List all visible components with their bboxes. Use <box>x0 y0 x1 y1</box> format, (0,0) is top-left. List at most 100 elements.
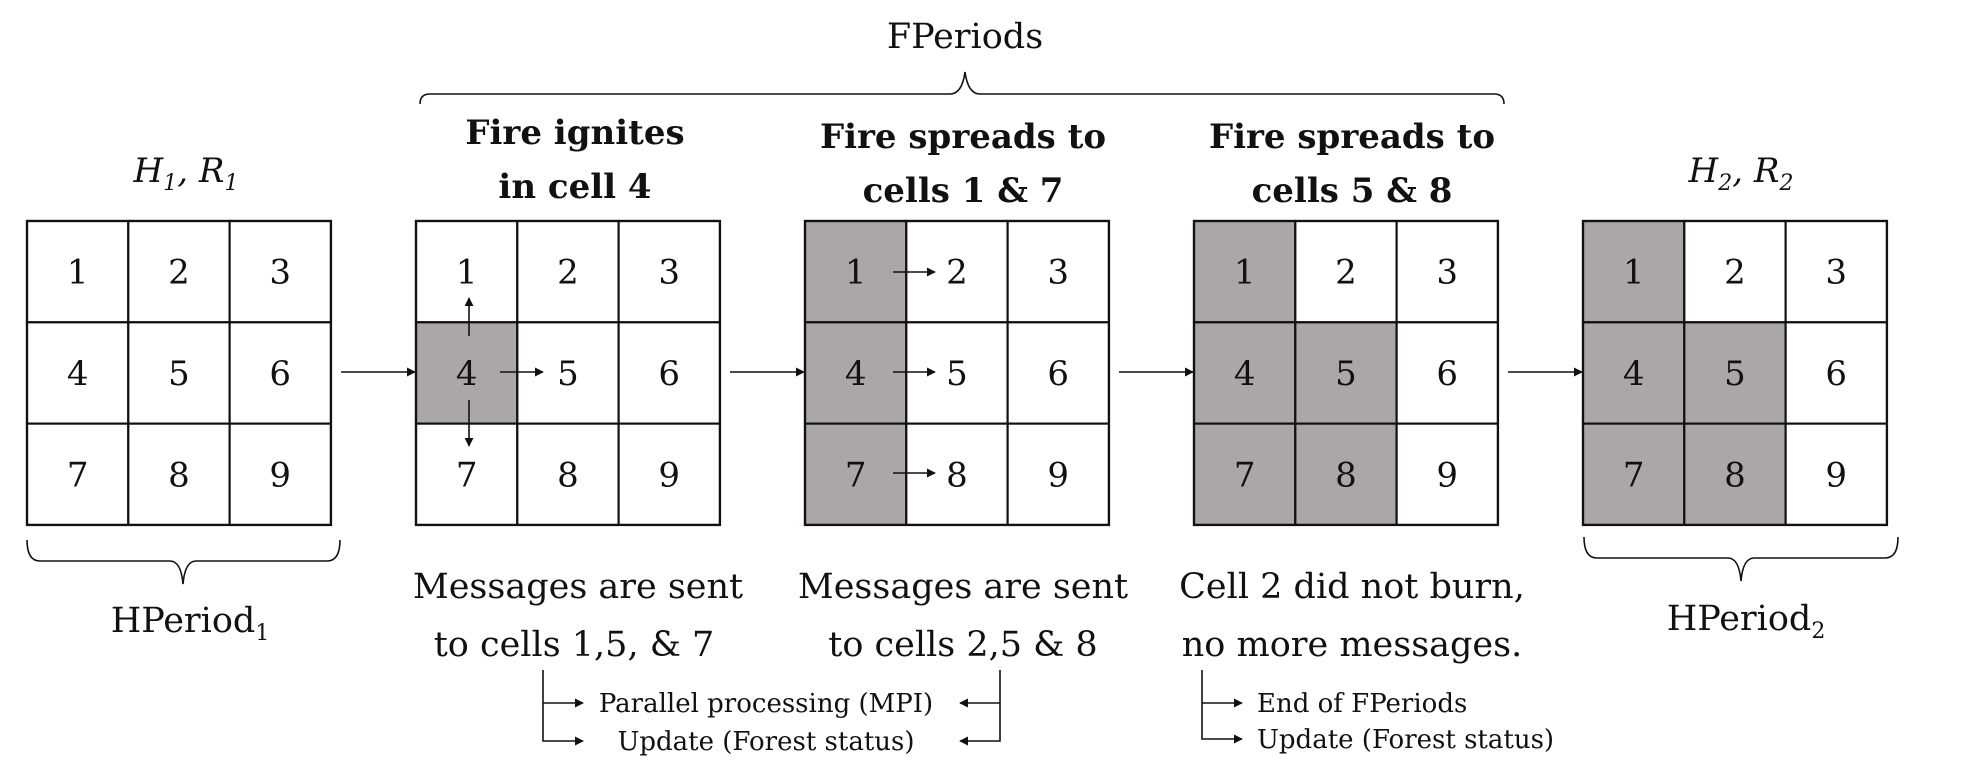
svg-text:HPeriod2: HPeriod2 <box>1667 599 1826 644</box>
cell-4-burned <box>803 321 908 425</box>
grid-border <box>414 219 722 527</box>
cell-1 <box>25 219 130 324</box>
svg-text:to cells 2,5 & 8: to cells 2,5 & 8 <box>828 625 1097 665</box>
cell-label: 5 <box>168 354 190 394</box>
cell-label: 5 <box>946 354 968 394</box>
cell-label: 5 <box>1335 354 1357 394</box>
cell-label: 4 <box>456 354 478 394</box>
cell-label: 7 <box>845 455 867 495</box>
grid-stage-5: 1 2 3 4 5 6 7 8 9 <box>1581 219 1889 527</box>
cell-label: 7 <box>1234 455 1256 495</box>
cell-4-burned <box>1192 321 1297 425</box>
cell-label: 1 <box>1234 253 1256 293</box>
cell-label: 6 <box>269 354 291 394</box>
cell-7 <box>414 422 519 527</box>
cell-label: 8 <box>946 455 968 495</box>
cell-label: 5 <box>1724 354 1746 394</box>
r1-symbol: R <box>198 151 225 191</box>
cell-8 <box>127 422 231 527</box>
cell-label: 6 <box>1436 354 1458 394</box>
cell-label: 1 <box>67 253 89 293</box>
caption-stage-2: Messages are sent to cells 1,5, & 7 <box>413 567 743 665</box>
flow-line-end <box>1201 670 1243 744</box>
grids: 1 2 3 4 5 6 7 8 9 1 2 3 4 5 6 7 8 9 1 2 3 4 5 6 7 8 9 1 2 3 4 5 6 7 8 9 1 2 3 4… <box>25 219 1889 527</box>
hperiod-1-brace <box>26 539 341 585</box>
caption-stage-4: Cell 2 did not burn, no more messages. <box>1179 567 1525 665</box>
grid-border <box>1581 219 1889 527</box>
cell-label: 6 <box>1825 354 1847 394</box>
svg-text:H2, R2: H2, R2 <box>1688 151 1794 196</box>
cell-8-burned <box>1294 422 1398 527</box>
svg-text:Messages are sent: Messages are sent <box>413 567 743 607</box>
svg-text:cells 5 & 8: cells 5 & 8 <box>1252 171 1453 211</box>
end-fperiods-label: End of FPeriods <box>1257 689 1467 719</box>
cell-label: 4 <box>67 354 89 394</box>
flow-line-right <box>959 670 1001 746</box>
parallel-processing-label: Parallel processing (MPI) <box>599 689 933 719</box>
cell-label: 7 <box>1623 455 1645 495</box>
cell-7-burned <box>1192 422 1297 527</box>
cell-label: 6 <box>1047 354 1069 394</box>
cell-1-burned <box>1192 219 1297 324</box>
cell-label: 5 <box>557 354 579 394</box>
cell-2 <box>516 219 620 324</box>
fperiods-brace <box>419 71 1505 105</box>
cell-label: 3 <box>1436 253 1458 293</box>
cell-label: 9 <box>269 455 291 495</box>
cell-label: 7 <box>456 455 478 495</box>
stage-2-header: Fire ignites in cell 4 <box>465 113 684 207</box>
cell-label: 8 <box>1335 455 1357 495</box>
cell-label: 4 <box>845 354 867 394</box>
svg-text:Cell 2 did not burn,: Cell 2 did not burn, <box>1179 567 1525 607</box>
cell-label: 4 <box>1623 354 1645 394</box>
r2-symbol: R <box>1753 151 1780 191</box>
cell-6 <box>1006 321 1110 425</box>
h1-symbol: H <box>133 151 165 191</box>
svg-text:Fire ignites: Fire ignites <box>465 113 684 153</box>
process-flow-end: End of FPeriods Update (Forest status) <box>1201 670 1554 755</box>
caption-stage-3: Messages are sent to cells 2,5 & 8 <box>798 567 1128 665</box>
grid-border <box>803 219 1111 527</box>
cell-5 <box>516 321 620 425</box>
flow-line-left <box>542 670 584 746</box>
cell-label: 8 <box>1724 455 1746 495</box>
hperiod-2-label: HPeriod2 <box>1667 599 1826 644</box>
cell-label: 8 <box>168 455 190 495</box>
cell-label: 2 <box>168 253 190 293</box>
grid-stage-2: 1 2 3 4 5 6 7 8 9 <box>414 219 722 527</box>
cell-label: 6 <box>658 354 680 394</box>
grid-stage-4: 1 2 3 4 5 6 7 8 9 <box>1192 219 1500 527</box>
svg-text:in cell 4: in cell 4 <box>498 167 651 207</box>
process-flow-messaging: Parallel processing (MPI) Update (Forest… <box>542 670 1001 757</box>
fperiods-label: FPeriods <box>887 17 1043 57</box>
cell-label: 9 <box>1436 455 1458 495</box>
grid-border <box>25 219 333 527</box>
hperiod-2-brace <box>1583 536 1899 582</box>
grid-border <box>1192 219 1500 527</box>
update-forest-label-2: Update (Forest status) <box>1257 725 1554 755</box>
hperiod-1-label: HPeriod1 <box>111 601 270 646</box>
cell-label: 3 <box>1047 253 1069 293</box>
stage-3-header: Fire spreads to cells 1 & 7 <box>820 117 1106 211</box>
cell-label: 1 <box>1623 253 1645 293</box>
cell-label: 2 <box>1335 253 1357 293</box>
svg-text:Messages are sent: Messages are sent <box>798 567 1128 607</box>
cell-label: 2 <box>1724 253 1746 293</box>
cell-label: 7 <box>67 455 89 495</box>
cell-label: 3 <box>269 253 291 293</box>
cell-label: 2 <box>946 253 968 293</box>
cell-label: 1 <box>456 253 478 293</box>
cell-2 <box>127 219 231 324</box>
cell-6 <box>617 321 721 425</box>
cell-label: 9 <box>658 455 680 495</box>
update-forest-label: Update (Forest status) <box>617 727 914 757</box>
cell-label: 9 <box>1047 455 1069 495</box>
cell-6 <box>228 321 333 425</box>
svg-text:to cells 1,5, & 7: to cells 1,5, & 7 <box>434 625 715 665</box>
cell-label: 3 <box>1825 253 1847 293</box>
cell-label: 3 <box>658 253 680 293</box>
cell-9 <box>617 422 721 527</box>
cell-8 <box>516 422 620 527</box>
